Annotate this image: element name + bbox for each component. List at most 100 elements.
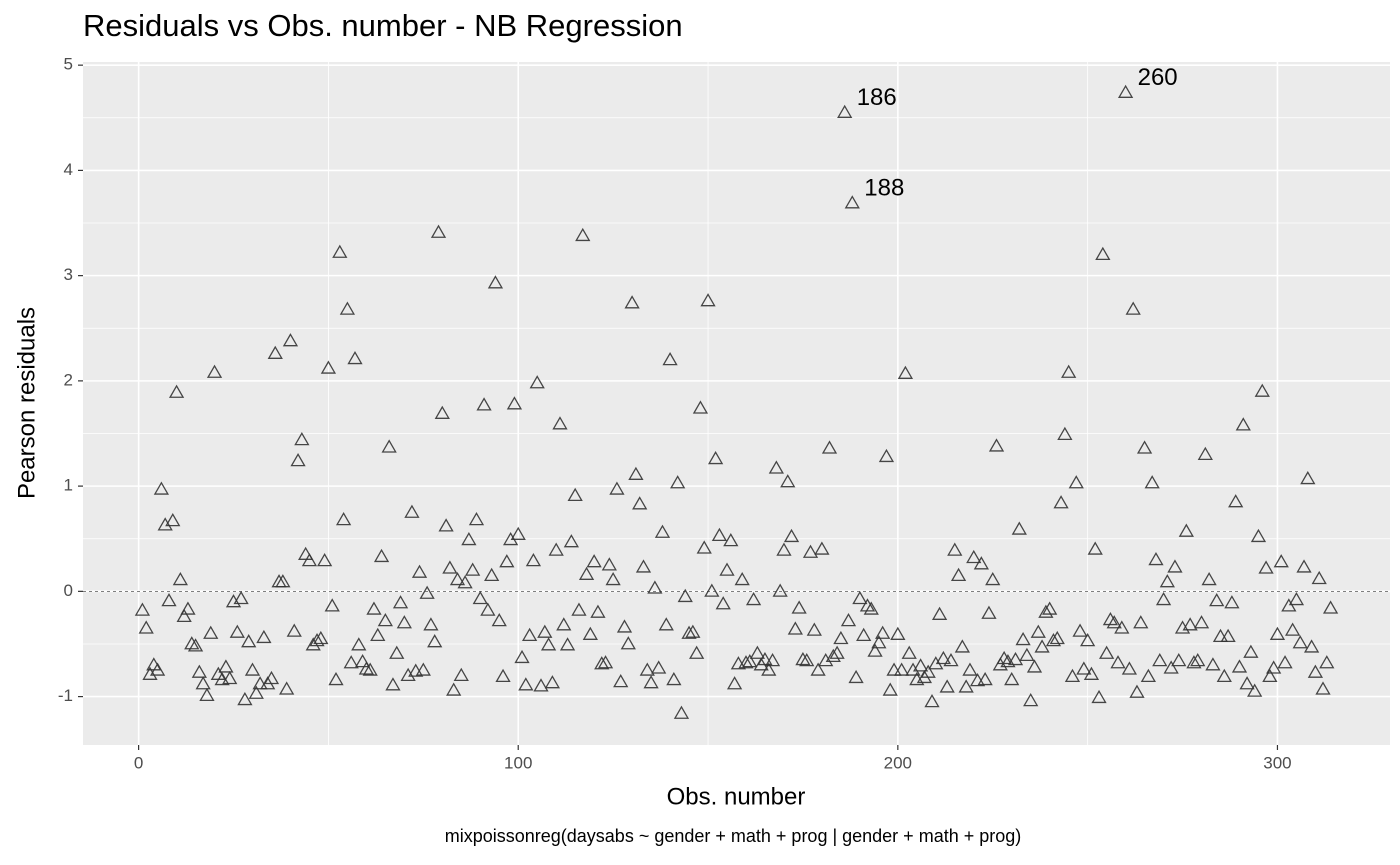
point (692, 400, 709, 414)
point (1254, 383, 1270, 397)
point (783, 528, 800, 543)
point (430, 224, 447, 238)
point (241, 634, 257, 648)
point (859, 598, 876, 612)
point (1026, 659, 1043, 673)
point (939, 679, 955, 693)
point (510, 526, 526, 540)
point (1182, 617, 1198, 631)
point (1068, 475, 1084, 489)
point (871, 635, 887, 649)
point (290, 453, 306, 467)
x-tick-label: 100 (504, 753, 532, 772)
point (1102, 611, 1119, 626)
point (791, 600, 807, 614)
point (757, 651, 773, 666)
point (1064, 668, 1081, 683)
x-tick-label: 200 (884, 753, 912, 772)
point (863, 601, 879, 615)
y-tick-label: 4 (64, 160, 73, 179)
point (1133, 615, 1149, 629)
point (453, 667, 469, 681)
point (184, 636, 200, 650)
point (662, 352, 678, 366)
point (286, 623, 302, 637)
point (768, 460, 784, 474)
point (263, 670, 280, 685)
point (491, 613, 507, 627)
point (711, 527, 728, 542)
point (1288, 591, 1305, 606)
point (723, 533, 739, 547)
point (802, 544, 819, 558)
point (187, 638, 204, 652)
point (761, 662, 777, 676)
point (639, 662, 655, 676)
point (1190, 653, 1206, 667)
caption: mixpoissonreg(daysabs ~ gender + math + … (445, 826, 1022, 846)
point (1152, 653, 1168, 667)
point (1285, 622, 1301, 636)
annotation: 186 (857, 84, 897, 111)
point (1083, 666, 1100, 680)
x-axis-label: Obs. number (667, 783, 806, 810)
point (206, 364, 223, 378)
point (514, 649, 530, 664)
point (806, 622, 822, 636)
point (1121, 661, 1138, 675)
point (1171, 653, 1187, 667)
point (985, 571, 1001, 586)
point (556, 617, 572, 631)
point (301, 553, 318, 567)
point (586, 554, 602, 568)
point (726, 676, 743, 690)
point (935, 650, 952, 665)
point (734, 571, 750, 586)
point (199, 687, 215, 701)
chart-title: Residuals vs Obs. number - NB Regression (83, 8, 683, 43)
point (316, 553, 333, 567)
point (495, 668, 511, 683)
point (1235, 417, 1251, 431)
point (837, 104, 853, 118)
point (613, 674, 629, 688)
point (1057, 426, 1073, 440)
point (810, 662, 826, 676)
point (1163, 660, 1179, 674)
point (852, 590, 868, 605)
point (1148, 551, 1164, 566)
point (977, 671, 993, 686)
point (389, 645, 405, 659)
point (856, 627, 872, 642)
point (506, 396, 523, 410)
point (749, 645, 766, 659)
point (294, 432, 310, 446)
point (1247, 683, 1263, 697)
point (1155, 591, 1172, 606)
point (1140, 668, 1157, 683)
point (176, 608, 192, 623)
point (343, 655, 359, 669)
y-tick-label: 3 (64, 265, 73, 284)
point (620, 636, 636, 650)
point (1030, 624, 1046, 638)
point (1091, 689, 1107, 704)
point (1114, 620, 1130, 634)
point (875, 625, 891, 639)
point (1178, 523, 1194, 537)
point (472, 590, 488, 605)
point (738, 655, 754, 669)
point (1136, 440, 1153, 454)
point (848, 669, 864, 684)
point (354, 654, 371, 668)
point (1269, 626, 1286, 640)
point (1023, 692, 1039, 707)
x-tick-label: 300 (1263, 753, 1291, 772)
point (1072, 623, 1088, 637)
point (1303, 639, 1320, 653)
point (943, 653, 959, 667)
point (552, 416, 568, 430)
point (670, 475, 686, 489)
point (685, 624, 701, 638)
point (1038, 604, 1054, 618)
